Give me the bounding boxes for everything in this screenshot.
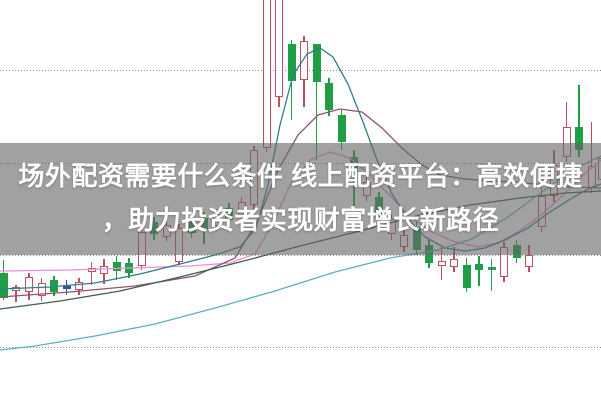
candle-wick	[15, 285, 17, 302]
candle-wick	[315, 44, 318, 160]
gridline	[0, 347, 601, 348]
candle-wick	[478, 256, 480, 286]
candle-body	[75, 282, 83, 290]
candle-body	[100, 266, 108, 274]
candle-wick	[490, 259, 493, 291]
candle-body	[325, 83, 333, 110]
candle-body	[37, 283, 46, 296]
candle-body	[0, 273, 8, 298]
candle-body	[275, 0, 283, 97]
candle-body	[450, 259, 458, 267]
gridline	[0, 255, 601, 256]
candle-body	[337, 115, 346, 142]
headline-banner: 场外配资需要什么条件 线上配资平台：高效便捷 ，助力投资者实现财富增长新路径	[0, 143, 601, 255]
candle-body	[300, 41, 308, 80]
candle-body	[312, 44, 321, 82]
candle-body	[437, 261, 446, 266]
candle-wick	[90, 262, 93, 285]
headline-line-1: 场外配资需要什么条件 线上配资平台：高效便捷	[18, 161, 583, 192]
candle-body	[475, 264, 483, 270]
candle-body	[62, 286, 71, 289]
candle-body	[525, 255, 533, 267]
candle-body	[487, 267, 496, 270]
candle-wick	[578, 85, 580, 157]
candle-body	[112, 262, 121, 271]
headline-line-2: ，助力投资者实现财富增长新路径	[101, 205, 500, 235]
candle-body	[25, 277, 33, 292]
candle-body	[462, 265, 471, 288]
